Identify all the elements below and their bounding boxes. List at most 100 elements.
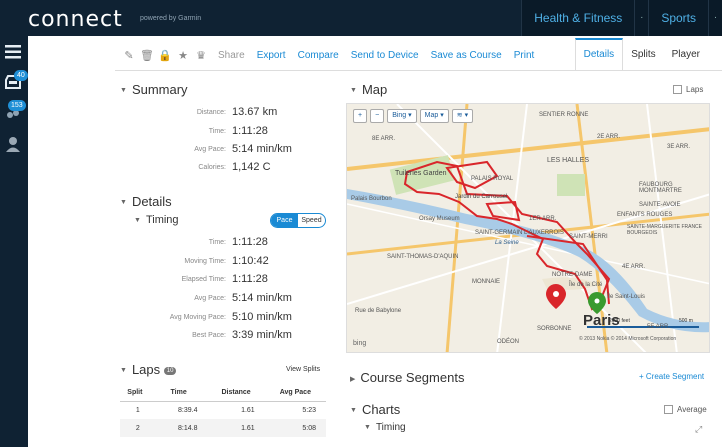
charts-timing-title: Timing (375, 422, 406, 433)
share-link[interactable]: Share (218, 49, 245, 61)
bing-logo: bing (353, 340, 367, 347)
map-label: PALAIS ROYAL (471, 176, 514, 182)
tab-player[interactable]: Player (671, 49, 700, 60)
expand-triangle-icon: ▶ (350, 375, 356, 383)
checkbox[interactable] (673, 85, 682, 95)
collapse-triangle-icon: ▼ (350, 87, 357, 95)
zoom-out-button[interactable]: − (370, 109, 385, 123)
map-label: ODÉON (497, 339, 520, 345)
map-provider-select[interactable]: Bing ▾ (387, 109, 417, 123)
table-cell: 8:14.8 (149, 419, 208, 437)
map-label: LES HALLES (547, 157, 590, 164)
average-checkbox[interactable]: Average (664, 405, 707, 415)
finish-pin-icon[interactable] (546, 284, 566, 309)
lock-icon[interactable]: 🔒 (158, 49, 172, 62)
stat-value: 1,142 C (232, 161, 271, 173)
menu-icon[interactable] (4, 44, 24, 62)
checkbox-label: Average (677, 405, 707, 414)
map-label: SAINTE-AVOIE (639, 202, 681, 208)
nav-sports-caret[interactable]: · (708, 0, 722, 36)
column-header[interactable]: Time (149, 385, 208, 402)
stat-value: 1:11:28 (232, 125, 268, 137)
checkbox[interactable] (664, 405, 673, 415)
map-label: FAUBOURG MONTMARTRE (639, 182, 682, 194)
map-type-select[interactable]: Map ▾ (419, 109, 449, 123)
timing-header[interactable]: ▼ Timing (134, 214, 179, 226)
table-cell: 2 (120, 419, 150, 437)
table-cell: 1.61 (207, 419, 265, 437)
charts-timing-header[interactable]: ▼ Timing (364, 422, 406, 433)
create-segment-link[interactable]: + Create Segment (639, 372, 705, 381)
map-label: Jardin du Carrousel (455, 194, 508, 200)
map-type-value: Map (424, 112, 439, 119)
export-link[interactable]: Export (256, 49, 286, 61)
delete-icon[interactable]: 🗑 (140, 49, 154, 62)
course-segments-header[interactable]: ▶ Course Segments (350, 370, 464, 385)
map-label: SAINT-THOMAS-D'AQUIN (387, 254, 459, 260)
city-label: Paris (583, 312, 620, 329)
details-header[interactable]: ▼ Details (120, 194, 172, 209)
table-cell: 1 (135, 406, 140, 414)
laps-header[interactable]: ▼ Laps 10 (120, 362, 177, 377)
map-controls: + − Bing ▾ Map ▾ ≋ ▾ (353, 109, 474, 123)
start-pin-icon[interactable] (588, 292, 606, 314)
map-canvas[interactable] (347, 104, 710, 353)
summary-header[interactable]: ▼ Summary (120, 82, 188, 97)
map-label: 2E ARR. (597, 134, 621, 140)
stat-value: 13.67 km (232, 106, 278, 118)
view-tabs: Details Splits Player (574, 38, 708, 70)
tab-splits[interactable]: Splits (631, 49, 656, 60)
nav-sports[interactable]: Sports (648, 0, 708, 36)
tab-details[interactable]: Details (574, 38, 624, 70)
summary-title: Summary (131, 82, 188, 97)
chevron-down-icon: ▾ (440, 112, 444, 119)
stat-value: 1:11:28 (232, 236, 268, 248)
connect-logo[interactable]: connect (28, 7, 123, 32)
collapse-triangle-icon: ▼ (120, 199, 127, 207)
map-scale-label: 2000 feet (609, 318, 630, 324)
map-header[interactable]: ▼ Map (350, 82, 387, 97)
send-to-device-link[interactable]: Send to Device (350, 49, 419, 61)
stat-label: Distance: (196, 109, 226, 116)
map-laps-checkbox[interactable]: Laps (673, 85, 704, 95)
print-link[interactable]: Print (513, 49, 535, 61)
collapse-triangle-icon: ▼ (350, 407, 357, 415)
profile-icon[interactable] (4, 136, 24, 154)
table-cell: 1.61 (241, 406, 255, 414)
compare-link[interactable]: Compare (297, 49, 339, 61)
column-header[interactable]: Avg Pace (264, 385, 326, 402)
trophy-icon[interactable]: ♛ (196, 49, 206, 62)
map-label: 4E ARR. (622, 264, 646, 270)
column-header[interactable]: Distance (207, 385, 265, 402)
connections-icon[interactable] (4, 106, 24, 124)
map-title: Map (361, 82, 388, 97)
timing-row: Avg Moving Pace: 5:10 min/km (120, 310, 330, 328)
charts-header[interactable]: ▼ Charts (350, 402, 400, 417)
zoom-in-button[interactable]: + (353, 109, 368, 123)
map-scale-metric-label: 500 m (679, 318, 693, 324)
column-header[interactable]: Split (120, 385, 150, 402)
stat-label: Avg Pace: (194, 146, 226, 153)
table-row[interactable]: 1 8:39.4 1.61 5:23 (120, 401, 326, 419)
expand-chart-icon[interactable]: ⤢ (695, 424, 703, 434)
table-row[interactable]: 2 8:14.8 1.61 5:08 (120, 419, 326, 437)
view-splits-link[interactable]: View Splits (286, 366, 321, 373)
favorite-star-icon[interactable]: ★ (178, 49, 188, 62)
pace-toggle-option[interactable]: Pace (271, 214, 298, 227)
speed-toggle-option[interactable]: Speed (301, 217, 322, 224)
top-nav: Health & Fitness · Sports · (521, 0, 722, 36)
layers-icon: ≋ (456, 112, 463, 119)
pace-speed-toggle[interactable]: Pace Speed (270, 213, 326, 228)
route-map[interactable]: SENTIER RONNE 8E ARR. 2E ARR. 3E ARR. Tu… (346, 103, 710, 353)
map-label: Orsay Museum (419, 216, 460, 222)
collapse-triangle-icon: ▼ (134, 216, 141, 224)
timing-row: Best Pace: 3:39 min/km (120, 328, 330, 346)
stat-label: Best Pace: (192, 332, 226, 339)
nav-health-fitness-caret[interactable]: · (634, 0, 649, 36)
stat-label: Elapsed Time: (181, 276, 226, 283)
map-layers-select[interactable]: ≋ ▾ (451, 109, 474, 123)
edit-icon[interactable]: ✎ (124, 49, 134, 62)
checkbox-label: Laps (686, 85, 704, 94)
save-as-course-link[interactable]: Save as Course (430, 49, 502, 61)
nav-health-fitness[interactable]: Health & Fitness (521, 0, 635, 36)
